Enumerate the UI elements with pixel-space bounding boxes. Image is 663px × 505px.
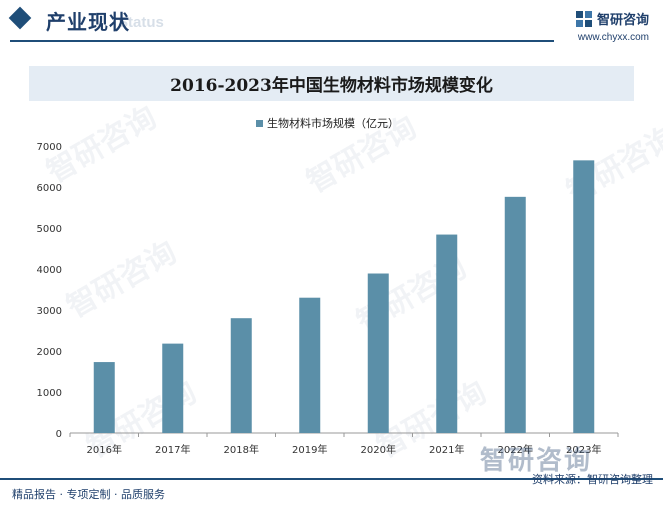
y-tick-label: 2000 bbox=[37, 347, 62, 358]
page-header: Status 产业现状 智研咨询 www.chyxx.com bbox=[0, 0, 663, 46]
x-tick-label: 2018年 bbox=[224, 443, 259, 456]
bar-2018年 bbox=[230, 318, 252, 433]
y-tick-label: 3000 bbox=[37, 306, 62, 317]
brand-logo-icon bbox=[575, 10, 592, 27]
bar-2020年 bbox=[367, 273, 389, 433]
brand-url[interactable]: www.chyxx.com bbox=[577, 32, 649, 43]
y-tick-label: 0 bbox=[56, 429, 62, 440]
chart-title: 2016-2023年中国生物材料市场规模变化 bbox=[170, 76, 493, 96]
bar-2023年 bbox=[573, 160, 595, 433]
brand[interactable]: 智研咨询 bbox=[575, 9, 649, 28]
bar-2021年 bbox=[436, 234, 458, 433]
footer-brand-watermark: 智研咨询 bbox=[480, 446, 593, 476]
footer-slogan: 精品报告 · 专项定制 · 品质服务 bbox=[12, 488, 165, 501]
bar-2017年 bbox=[162, 343, 184, 433]
bar-2019年 bbox=[299, 297, 321, 433]
brand-name: 智研咨询 bbox=[596, 13, 649, 28]
header-divider bbox=[10, 40, 554, 42]
y-tick-label: 7000 bbox=[37, 142, 62, 153]
section-title: 产业现状 bbox=[46, 10, 130, 34]
x-tick-label: 2023年 bbox=[566, 443, 601, 456]
section-subtitle: Status bbox=[118, 14, 164, 31]
bar-2022年 bbox=[504, 196, 526, 433]
x-tick-label: 2017年 bbox=[155, 443, 190, 456]
bar-2016年 bbox=[93, 362, 115, 433]
legend-swatch bbox=[256, 119, 263, 127]
chart-legend: 生物材料市场规模（亿元） bbox=[256, 115, 399, 131]
x-tick-label: 2021年 bbox=[429, 443, 464, 456]
footer-divider bbox=[0, 478, 663, 480]
y-tick-label: 5000 bbox=[37, 224, 62, 235]
y-tick-label: 4000 bbox=[37, 265, 62, 276]
legend-label: 生物材料市场规模（亿元） bbox=[267, 117, 399, 130]
footer-source: 资料来源：智研咨询整理 bbox=[532, 473, 653, 486]
y-tick-label: 6000 bbox=[37, 183, 62, 194]
y-tick-label: 1000 bbox=[37, 388, 62, 399]
x-tick-label: 2019年 bbox=[292, 443, 327, 456]
x-tick-label: 2016年 bbox=[87, 443, 122, 456]
x-tick-label: 2022年 bbox=[498, 443, 533, 456]
chart-title-band: 2016-2023年中国生物材料市场规模变化 bbox=[29, 66, 634, 101]
x-tick-label: 2020年 bbox=[361, 443, 396, 456]
